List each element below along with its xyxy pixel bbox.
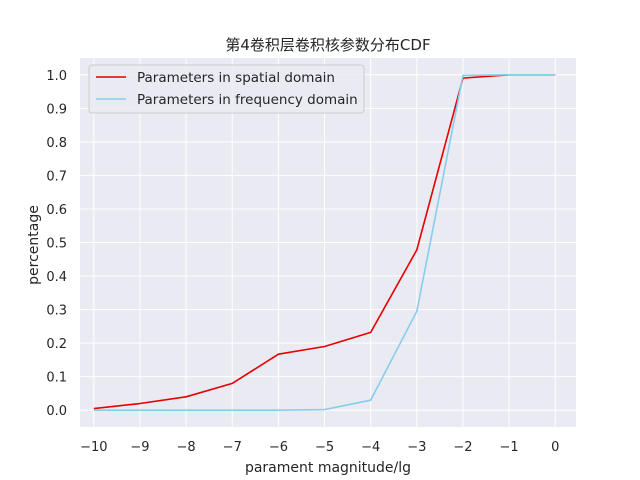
x-axis-label: parament magnitude/lg xyxy=(245,460,411,476)
y-tick-label: 0.1 xyxy=(46,371,67,386)
legend-box xyxy=(88,64,365,114)
series-line-frequency xyxy=(93,73,556,412)
x-tick-label: −8 xyxy=(177,440,196,455)
y-tick-label: 0.4 xyxy=(46,270,67,285)
x-tick-label: −9 xyxy=(130,440,149,455)
chart-title: 第4卷积层卷积核参数分布CDF xyxy=(225,36,430,54)
legend-label-frequency: Parameters in frequency domain xyxy=(137,92,358,108)
y-tick-label: 0.6 xyxy=(46,203,67,218)
y-tick-label: 0.3 xyxy=(46,304,67,319)
legend: Parameters in spatial domain Parameters … xyxy=(88,64,365,114)
x-tick-label: 0 xyxy=(551,440,559,455)
y-tick-label: 0.2 xyxy=(46,337,67,352)
x-tick-labels: −10 −9 −8 −7 −6 −5 −4 −3 −2 −1 0 xyxy=(80,440,559,455)
y-tick-label: 0.5 xyxy=(46,237,67,252)
y-tick-label: 0.7 xyxy=(46,169,67,184)
y-tick-labels: 0.0 0.1 0.2 0.3 0.4 0.5 0.6 0.7 0.8 0.9 1.0 xyxy=(46,69,67,419)
x-tick-label: −5 xyxy=(315,440,334,455)
y-tick-label: 0.9 xyxy=(46,102,67,117)
x-tick-label: −7 xyxy=(223,440,242,455)
legend-label-spatial: Parameters in spatial domain xyxy=(137,70,335,86)
x-tick-label: −6 xyxy=(269,440,288,455)
y-tick-label: 1.0 xyxy=(46,69,67,84)
x-tick-label: −1 xyxy=(500,440,519,455)
x-tick-label: −10 xyxy=(80,440,107,455)
x-tick-label: −2 xyxy=(453,440,472,455)
y-axis-label: percentage xyxy=(26,205,42,285)
y-tick-label: 0.0 xyxy=(46,404,67,419)
x-tick-label: −3 xyxy=(407,440,426,455)
series-line-spatial xyxy=(93,73,556,410)
x-tick-label: −4 xyxy=(361,440,380,455)
y-tick-label: 0.8 xyxy=(46,136,67,151)
series-layer xyxy=(93,73,556,412)
